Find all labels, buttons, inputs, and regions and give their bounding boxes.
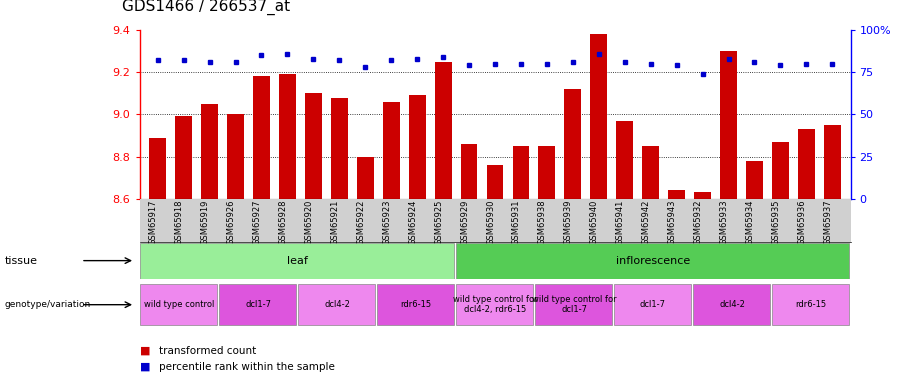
Bar [279, 74, 296, 199]
Text: GSM65919: GSM65919 [201, 200, 210, 245]
Text: GSM65938: GSM65938 [538, 200, 547, 245]
Bar [455, 284, 533, 326]
Text: GDS1466 / 266537_at: GDS1466 / 266537_at [122, 0, 290, 15]
Text: GSM65930: GSM65930 [486, 200, 495, 245]
Text: GSM65929: GSM65929 [460, 200, 469, 245]
Bar [694, 192, 711, 199]
Bar [616, 121, 634, 199]
Bar [382, 102, 400, 199]
Text: ■: ■ [140, 346, 154, 355]
Text: wild type control: wild type control [144, 300, 214, 309]
Bar [538, 146, 555, 199]
Text: GSM65923: GSM65923 [382, 200, 392, 245]
Bar [564, 89, 581, 199]
Text: GSM65941: GSM65941 [616, 200, 625, 245]
Text: GSM65936: GSM65936 [797, 200, 806, 245]
Text: genotype/variation: genotype/variation [4, 300, 91, 309]
Bar [668, 190, 685, 199]
Bar [798, 129, 814, 199]
Text: transformed count: transformed count [159, 346, 256, 355]
Bar [409, 95, 426, 199]
Bar [720, 51, 737, 199]
Bar [746, 161, 763, 199]
Bar [692, 284, 770, 326]
Text: GSM65939: GSM65939 [563, 200, 572, 245]
Bar [227, 114, 244, 199]
Bar [487, 165, 503, 199]
Text: dcl1-7: dcl1-7 [245, 300, 271, 309]
Text: GSM65928: GSM65928 [278, 200, 287, 245]
Text: GSM65942: GSM65942 [642, 200, 651, 245]
Text: GSM65940: GSM65940 [590, 200, 598, 245]
Bar [435, 62, 452, 199]
Text: leaf: leaf [287, 256, 308, 266]
Bar [643, 146, 659, 199]
Text: GSM65918: GSM65918 [175, 200, 184, 245]
Bar [535, 284, 612, 326]
Text: inflorescence: inflorescence [616, 256, 690, 266]
Bar [305, 93, 322, 199]
Text: rdr6-15: rdr6-15 [400, 300, 432, 309]
Bar [219, 284, 296, 326]
Bar [772, 142, 789, 199]
Text: GSM65921: GSM65921 [330, 200, 339, 245]
Text: GSM65927: GSM65927 [253, 200, 262, 245]
Bar [253, 76, 270, 199]
Text: GSM65920: GSM65920 [304, 200, 313, 245]
Text: GSM65933: GSM65933 [719, 200, 728, 245]
Bar [140, 284, 217, 326]
Text: wild type control for
dcl4-2, rdr6-15: wild type control for dcl4-2, rdr6-15 [453, 295, 537, 314]
Text: percentile rank within the sample: percentile rank within the sample [159, 362, 335, 372]
Text: tissue: tissue [4, 256, 38, 266]
Text: dcl1-7: dcl1-7 [640, 300, 666, 309]
Bar [176, 117, 192, 199]
Text: GSM65924: GSM65924 [409, 200, 418, 245]
Bar [590, 34, 608, 199]
Text: dcl4-2: dcl4-2 [324, 300, 350, 309]
Text: GSM65943: GSM65943 [668, 200, 677, 245]
Text: GSM65932: GSM65932 [694, 200, 703, 245]
Text: dcl4-2: dcl4-2 [719, 300, 745, 309]
Text: GSM65922: GSM65922 [356, 200, 365, 245]
Bar [298, 284, 375, 326]
Bar [149, 138, 166, 199]
Text: rdr6-15: rdr6-15 [796, 300, 826, 309]
Text: GSM65925: GSM65925 [434, 200, 443, 245]
Bar [356, 156, 374, 199]
Bar [140, 243, 454, 279]
Bar [201, 104, 218, 199]
Text: GSM65937: GSM65937 [824, 200, 832, 245]
Bar [455, 243, 850, 279]
Text: GSM65926: GSM65926 [227, 200, 236, 245]
Text: GSM65935: GSM65935 [771, 200, 780, 245]
Text: GSM65917: GSM65917 [148, 200, 157, 245]
Bar [771, 284, 850, 326]
Bar [461, 144, 478, 199]
Bar [331, 98, 347, 199]
Text: GSM65931: GSM65931 [512, 200, 521, 245]
Text: GSM65934: GSM65934 [745, 200, 754, 245]
Bar [376, 284, 454, 326]
Bar [614, 284, 691, 326]
Bar [824, 125, 841, 199]
Bar [512, 146, 529, 199]
Text: wild type control for
dcl1-7: wild type control for dcl1-7 [532, 295, 616, 314]
Text: ■: ■ [140, 362, 154, 372]
